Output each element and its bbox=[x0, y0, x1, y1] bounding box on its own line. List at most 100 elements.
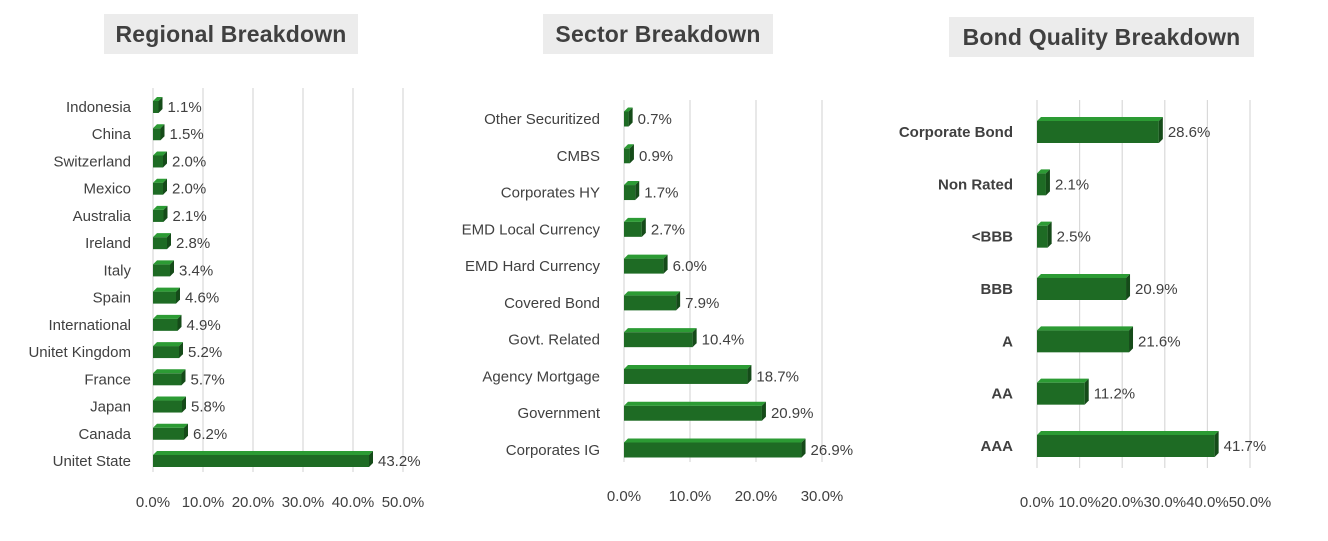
sector-bar-top bbox=[624, 401, 766, 406]
bond-quality-bar-top bbox=[1037, 117, 1163, 121]
regional-bar-side bbox=[163, 151, 167, 168]
sector-bar-side bbox=[628, 107, 633, 127]
sector-bar bbox=[624, 368, 748, 384]
bond-quality-data-label: 20.9% bbox=[1135, 281, 1178, 298]
regional-bar-side bbox=[167, 233, 171, 250]
regional-bar-top bbox=[153, 369, 186, 374]
bond-quality-bar-top bbox=[1037, 221, 1052, 226]
sector-bar bbox=[624, 332, 693, 348]
sector-category-label: Corporates IG bbox=[506, 442, 600, 459]
bond-quality-bar-top bbox=[1037, 378, 1089, 383]
sector-bar-top bbox=[624, 217, 646, 222]
sector-data-label: 20.9% bbox=[771, 405, 814, 422]
regional-tick-label: 0.0% bbox=[136, 494, 170, 511]
regional-category-label: Unitet Kingdom bbox=[28, 344, 131, 361]
sector-tick-label: 30.0% bbox=[801, 488, 844, 505]
regional-bar bbox=[153, 209, 164, 222]
regional-chart-title: Regional Breakdown bbox=[104, 14, 358, 54]
bond-quality-bar bbox=[1037, 278, 1127, 300]
sector-data-label: 6.0% bbox=[673, 258, 707, 275]
regional-bar bbox=[153, 427, 184, 440]
sector-category-label: Corporates HY bbox=[501, 185, 600, 202]
sector-bar bbox=[624, 148, 630, 164]
regional-bar bbox=[153, 264, 170, 277]
bond-quality-bar-side bbox=[1129, 326, 1134, 353]
regional-category-label: Ireland bbox=[85, 235, 131, 252]
sector-data-label: 26.9% bbox=[811, 442, 854, 459]
sector-category-label: Other Securitized bbox=[484, 111, 600, 128]
sector-category-label: EMD Hard Currency bbox=[465, 258, 601, 275]
regional-bar-side bbox=[184, 423, 188, 440]
bond-quality-bar bbox=[1037, 382, 1085, 405]
regional-bar-top bbox=[153, 124, 165, 129]
bond-quality-bar bbox=[1037, 173, 1046, 196]
bond-quality-tick-label: 30.0% bbox=[1144, 494, 1187, 511]
regional-data-label: 3.4% bbox=[179, 262, 213, 279]
sector-bar-side bbox=[801, 438, 806, 458]
regional-data-label: 2.1% bbox=[173, 208, 207, 225]
regional-bar bbox=[153, 373, 182, 386]
bond-quality-tick-label: 40.0% bbox=[1186, 494, 1229, 511]
regional-bar-side bbox=[369, 451, 373, 467]
regional-bar-top bbox=[153, 423, 188, 428]
sector-bar-top bbox=[624, 364, 752, 369]
regional-bar-side bbox=[176, 287, 180, 304]
bond-quality-tick-label: 10.0% bbox=[1058, 494, 1101, 511]
sector-data-label: 0.9% bbox=[639, 148, 673, 165]
regional-category-label: Unitet State bbox=[53, 453, 131, 470]
sector-category-label: Govt. Related bbox=[508, 332, 600, 349]
regional-data-label: 4.9% bbox=[187, 317, 221, 334]
bond-quality-data-label: 41.7% bbox=[1224, 438, 1267, 455]
regional-data-label: 6.2% bbox=[193, 426, 227, 443]
regional-data-label: 5.7% bbox=[191, 371, 225, 388]
sector-category-label: Government bbox=[517, 405, 600, 422]
regional-bar-top bbox=[153, 451, 373, 455]
sector-bar bbox=[624, 258, 664, 274]
sector-bar bbox=[624, 405, 762, 421]
sector-bar-side bbox=[635, 181, 640, 201]
bond-quality-bar-top bbox=[1037, 326, 1134, 331]
sector-bar-top bbox=[624, 107, 633, 112]
bond-quality-bar-side bbox=[1214, 431, 1219, 457]
regional-data-label: 2.8% bbox=[176, 235, 210, 252]
regional-data-label: 5.8% bbox=[191, 399, 225, 416]
sector-bar-side bbox=[676, 291, 681, 311]
regional-bar-top bbox=[153, 314, 182, 319]
bond-quality-bar bbox=[1037, 330, 1130, 353]
regional-bar-side bbox=[170, 260, 174, 277]
regional-bar-top bbox=[153, 178, 167, 183]
bond-quality-data-label: 28.6% bbox=[1168, 124, 1211, 141]
bond-quality-tick-label: 0.0% bbox=[1020, 494, 1054, 511]
regional-category-label: Australia bbox=[73, 208, 132, 225]
bond-quality-bar-side bbox=[1047, 221, 1052, 248]
regional-data-label: 43.2% bbox=[378, 453, 421, 470]
sector-bar-side bbox=[747, 364, 752, 384]
regional-bar-top bbox=[153, 260, 174, 265]
regional-bar-top bbox=[153, 151, 167, 156]
sector-bar-top bbox=[624, 291, 681, 296]
regional-bar bbox=[153, 182, 163, 195]
regional-bar-top bbox=[153, 342, 183, 347]
sector-chart-title: Sector Breakdown bbox=[543, 14, 773, 54]
regional-category-label: Spain bbox=[93, 290, 131, 307]
bond-quality-chart-title: Bond Quality Breakdown bbox=[949, 17, 1254, 57]
regional-bar-side bbox=[160, 124, 165, 141]
regional-bar-side bbox=[158, 97, 163, 113]
regional-category-label: Italy bbox=[103, 262, 131, 279]
regional-data-label: 2.0% bbox=[172, 181, 206, 198]
sector-category-label: CMBS bbox=[557, 148, 600, 165]
sector-tick-label: 10.0% bbox=[669, 488, 712, 505]
regional-tick-label: 30.0% bbox=[282, 494, 325, 511]
sector-bar-side bbox=[663, 254, 668, 274]
regional-bar-top bbox=[153, 205, 168, 210]
regional-category-label: Japan bbox=[90, 399, 131, 416]
regional-bar bbox=[153, 237, 167, 250]
sector-data-label: 0.7% bbox=[638, 111, 672, 128]
sector-bar bbox=[624, 442, 802, 458]
bond-quality-data-label: 2.1% bbox=[1055, 176, 1089, 193]
bond-quality-bar-top bbox=[1037, 169, 1050, 174]
regional-bar-side bbox=[182, 396, 186, 413]
regional-category-label: Canada bbox=[78, 426, 131, 443]
regional-category-label: France bbox=[84, 371, 131, 388]
